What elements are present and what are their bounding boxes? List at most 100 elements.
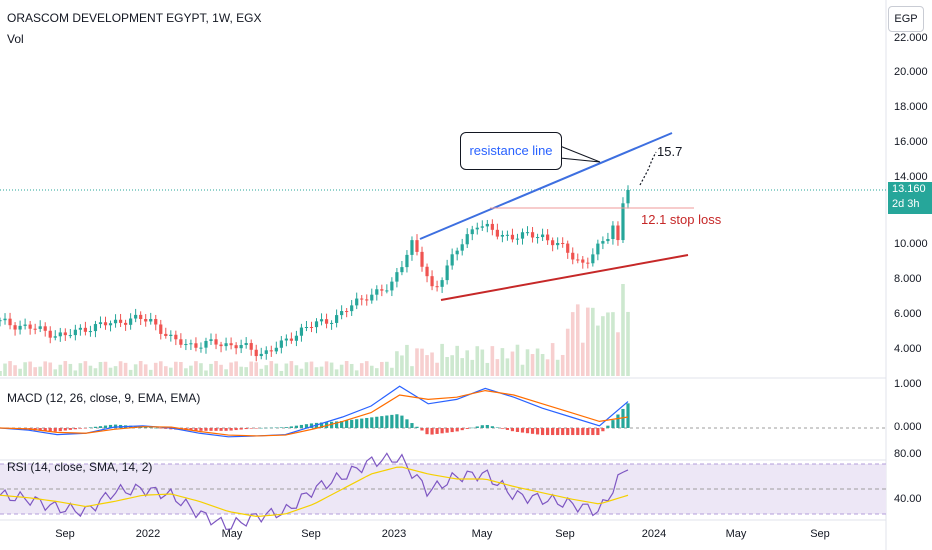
macd-histogram-bar [209,428,213,431]
volume-bar [58,364,63,376]
volume-bar [209,363,213,376]
volume-bar [530,354,535,376]
rsi-ma-line [0,466,629,517]
macd-histogram-bar [430,428,434,435]
candle-body [254,349,258,357]
volume-bar [48,362,53,376]
candle-body [390,281,394,291]
macd-histogram-bar [144,426,148,428]
volume-bar [560,354,565,376]
macd-histogram-bar [279,427,283,428]
symbol-title: ORASCOM DEVELOPMENT EGYPT, 1W, EGX [7,11,262,25]
macd-histogram-bar [149,427,153,428]
candle-body [149,318,153,322]
volume-bar [385,361,389,376]
candle-body [355,298,359,306]
volume-bar [204,370,208,376]
candle-body [626,190,630,204]
candle-body [515,238,520,240]
volume-bar [138,361,143,376]
macd-histogram-bar [299,424,304,428]
macd-histogram-bar [540,428,545,436]
volume-bar [425,355,429,376]
macd-histogram-bar [164,428,168,429]
volume-bar [93,368,98,376]
volume-bar [118,361,123,376]
resistance-trend-line[interactable] [419,132,673,240]
price-tick: 10.000 [894,238,928,250]
macd-histogram-bar [108,424,113,428]
volume-bar [28,361,32,376]
macd-histogram-bar [214,428,218,431]
macd-histogram-bar [611,420,615,428]
volume-bar [500,348,505,376]
volume-bar [354,370,359,376]
candle-body [490,223,494,230]
volume-bar [390,367,394,376]
macd-histogram-bar [204,428,208,431]
candle-body [93,324,98,332]
price-tick: 8.000 [894,273,922,285]
volume-bar [405,344,409,376]
currency-button[interactable]: EGP [888,6,924,32]
resistance-callout[interactable]: resistance line [460,132,562,170]
macd-histogram-bar [244,428,248,430]
stop-loss-label[interactable]: 12.1 stop loss [641,212,722,227]
macd-histogram-bar [380,416,384,428]
volume-bar [510,351,515,376]
candle-body [530,232,535,238]
macd-histogram-bar [591,428,595,436]
candle-body [475,227,479,230]
candle-body [179,339,183,345]
volume-bar [495,359,500,376]
candle-body [340,311,344,316]
volume-bar [269,361,274,376]
volume-bar [63,361,68,376]
candle-body [224,343,228,347]
macd-histogram-bar [385,415,389,428]
volume-bar [274,363,279,376]
macd-histogram-bar [254,428,258,429]
candle-body [98,322,103,325]
macd-tick: 1.000 [894,378,922,390]
macd-histogram-bar [43,428,47,431]
macd-histogram-bar [556,428,560,436]
target-label[interactable]: 15.7 [657,144,683,159]
candle-body [304,327,309,329]
price-tick: 20.000 [894,66,928,78]
macd-histogram-bar [525,428,530,434]
candle-body [324,319,329,324]
volume-bar [339,364,344,376]
macd-histogram-bar [390,414,394,428]
candle-body [259,353,263,357]
volume-bar [395,351,399,376]
volume-bar [294,365,299,376]
volume-bar [465,350,470,376]
time-tick: Sep [555,528,575,540]
macd-histogram-bar [410,423,414,428]
volume-bar [359,363,364,376]
candle-body [154,318,158,325]
rsi-title: RSI (14, close, SMA, 14, 2) [7,460,153,474]
macd-histogram-bar [455,428,459,432]
volume-bar [445,356,449,376]
volume-bar [239,366,243,376]
candle-body [435,286,439,288]
candle-body [546,234,550,241]
support-trend-line[interactable] [440,254,689,301]
volume-bar [174,361,178,376]
macd-histogram-bar [500,428,504,429]
candle-body [420,251,424,267]
candle-body [23,324,27,326]
candle-body [129,318,133,325]
macd-histogram-bar [566,428,570,436]
rsi-line [0,452,629,531]
volume-bar [234,361,238,376]
candle-body [88,331,93,333]
price-tick: 4.000 [894,343,922,355]
macd-histogram-bar [83,428,88,429]
volume-bar [575,304,580,376]
candle-body [581,259,585,263]
candle-body [73,329,77,336]
